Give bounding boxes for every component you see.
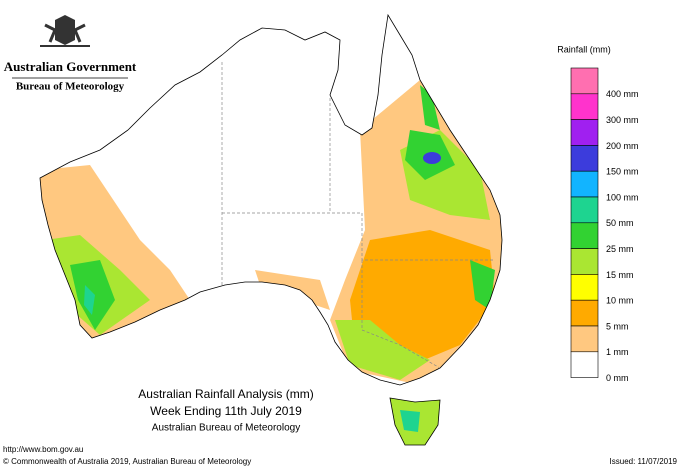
map-subtitle: Week Ending 11th July 2019 <box>150 404 302 418</box>
government-name: Australian Government <box>4 59 137 74</box>
issued-date: Issued: 11/07/2019 <box>610 457 678 466</box>
legend-swatch <box>570 274 599 301</box>
legend-label: 100 mm <box>606 192 639 202</box>
map-title: Australian Rainfall Analysis (mm) <box>138 387 313 401</box>
legend-swatch <box>570 222 599 249</box>
legend-title: Rainfall (mm) <box>557 44 611 54</box>
legend-label: 10 mm <box>606 296 634 306</box>
map-source: Australian Bureau of Meteorology <box>152 423 300 434</box>
agency-name: Bureau of Meteorology <box>16 81 125 93</box>
url: http://www.bom.gov.au <box>3 445 83 454</box>
legend-label: 5 mm <box>606 321 629 331</box>
legend-swatch <box>570 170 599 198</box>
legend-swatch <box>570 145 599 172</box>
legend-label: 400 mm <box>606 89 639 99</box>
legend-label: 200 mm <box>606 141 639 151</box>
legend-label: 150 mm <box>606 167 639 177</box>
legend-label: 25 mm <box>606 244 634 254</box>
logo <box>40 15 90 47</box>
legend-swatch <box>570 119 599 146</box>
legend-label: 1 mm <box>606 347 629 357</box>
legend-label: 15 mm <box>606 270 634 280</box>
rainfall-shading <box>40 80 502 385</box>
legend: 400 mm 300 mm 200 mm 150 mm 100 mm 50 mm 25 mm… <box>570 67 639 383</box>
copyright: © Commonwealth of Australia 2019, Austra… <box>3 457 251 466</box>
legend-swatch <box>570 67 599 95</box>
legend-swatch <box>570 299 599 327</box>
legend-swatch <box>570 351 599 378</box>
legend-swatch <box>570 93 599 120</box>
legend-label: 50 mm <box>606 218 634 228</box>
state-borders <box>221 62 495 369</box>
legend-swatch <box>570 196 599 224</box>
legend-label: 0 mm <box>606 373 629 383</box>
legend-swatch <box>570 248 599 275</box>
legend-label: 300 mm <box>606 115 639 125</box>
legend-swatch <box>570 325 599 353</box>
tasmania-wet <box>400 410 420 432</box>
